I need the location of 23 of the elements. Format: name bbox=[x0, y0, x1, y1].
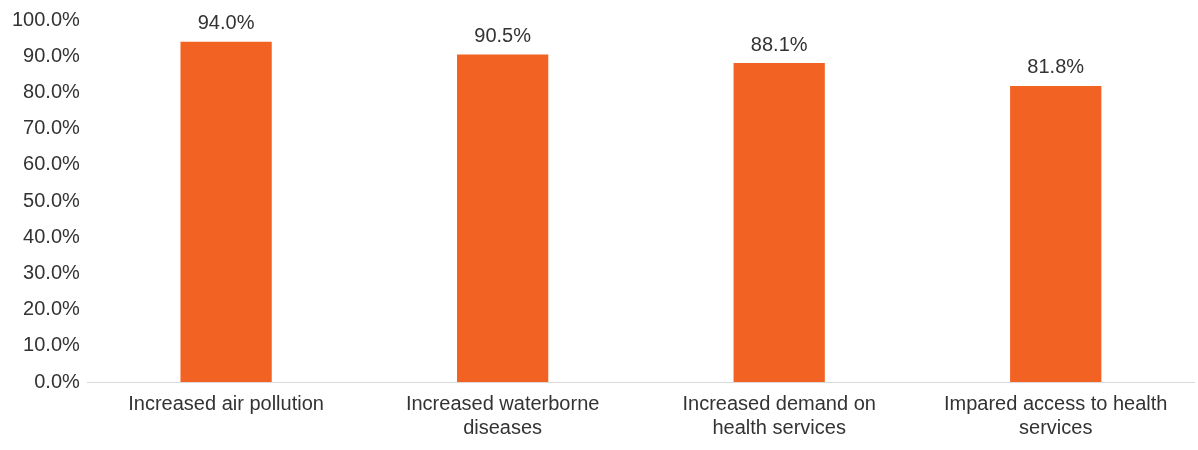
y-tick-label: 0.0% bbox=[34, 369, 81, 392]
data-label: 81.8% bbox=[1027, 55, 1085, 78]
data-label: 88.1% bbox=[750, 32, 808, 55]
bar bbox=[1010, 85, 1102, 382]
y-tick-label: 20.0% bbox=[23, 297, 81, 320]
x-tick-label: Increased air pollution bbox=[128, 391, 324, 414]
bar bbox=[180, 41, 272, 382]
y-tick-label: 90.0% bbox=[23, 43, 81, 66]
bar bbox=[733, 63, 825, 382]
bar bbox=[457, 54, 549, 382]
y-tick-label: 10.0% bbox=[23, 333, 81, 356]
y-tick-label: 50.0% bbox=[23, 188, 81, 211]
x-tick-label: Increased waterborne diseases bbox=[405, 391, 600, 438]
data-label: 94.0% bbox=[197, 11, 255, 34]
y-tick-label: 80.0% bbox=[23, 79, 81, 102]
x-tick-label: Impared access to health services bbox=[943, 391, 1168, 438]
y-tick-label: 30.0% bbox=[23, 260, 81, 283]
y-tick-label: 100.0% bbox=[11, 7, 81, 30]
y-tick-label: 40.0% bbox=[23, 224, 81, 247]
y-tick-label: 60.0% bbox=[23, 152, 81, 175]
y-tick-label: 70.0% bbox=[23, 116, 81, 139]
data-label: 90.5% bbox=[474, 23, 532, 46]
x-tick-label: Increased demand on health services bbox=[682, 391, 876, 438]
